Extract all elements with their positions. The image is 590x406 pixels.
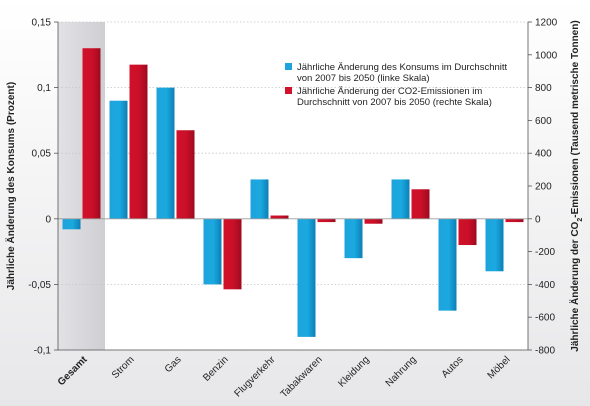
legend-swatch-konsum xyxy=(285,63,292,70)
legend-swatch-co2 xyxy=(285,87,292,94)
bar-konsum-nahrung xyxy=(391,179,410,219)
left-tick-label: -0,1 xyxy=(34,346,52,357)
bar-co2-benzin xyxy=(223,218,242,290)
right-tick-label: -200 xyxy=(535,247,555,258)
left-tick-label: 0,15 xyxy=(32,18,52,29)
bar-konsum-kleidung xyxy=(344,218,363,259)
right-axis-title: Jährliche Änderung der CO2-Emissionen (T… xyxy=(568,20,584,351)
right-tick-label: -600 xyxy=(535,313,555,324)
bar-konsum-möbel xyxy=(485,218,504,272)
left-tick-label: 0,05 xyxy=(32,149,52,160)
right-tick-label: 1000 xyxy=(535,50,558,61)
bar-co2-kleidung xyxy=(364,218,383,224)
bar-konsum-strom xyxy=(109,100,128,219)
bar-co2-strom xyxy=(129,64,148,219)
right-tick-label: 400 xyxy=(535,149,552,160)
legend-label-co2: Jährliche Änderung der CO2-Emissionen im… xyxy=(297,86,492,108)
bar-konsum-flugverkehr xyxy=(250,179,269,219)
left-tick-label: 0,1 xyxy=(37,83,51,94)
bar-co2-nahrung xyxy=(411,189,430,219)
left-axis-title: Jährliche Änderung des Konsums (Prozent) xyxy=(4,82,17,290)
legend-label-konsum: Jährliche Änderung des Konsums im Durchs… xyxy=(297,62,508,84)
bar-co2-gas xyxy=(176,130,195,219)
bar-co2-möbel xyxy=(505,218,524,223)
right-tick-label: 600 xyxy=(535,116,552,127)
right-tick-label: 0 xyxy=(535,214,541,225)
right-tick-label: 1200 xyxy=(535,18,558,29)
bar-konsum-gesamt xyxy=(62,218,81,230)
bar-konsum-benzin xyxy=(203,218,222,285)
bar-konsum-tabakwaren xyxy=(297,218,316,337)
bar-co2-flugverkehr xyxy=(270,215,289,219)
bar-konsum-gas xyxy=(156,87,175,219)
bar-konsum-autos xyxy=(438,218,457,311)
right-tick-label: 800 xyxy=(535,83,552,94)
left-tick-label: -0,05 xyxy=(28,280,51,291)
right-tick-label: -800 xyxy=(535,346,555,357)
bar-co2-tabakwaren xyxy=(317,218,336,223)
bar-co2-gesamt xyxy=(82,48,101,219)
right-tick-label: -400 xyxy=(535,280,555,291)
bar-co2-autos xyxy=(458,218,477,246)
left-tick-label: 0 xyxy=(45,214,51,225)
right-tick-label: 200 xyxy=(535,182,552,193)
